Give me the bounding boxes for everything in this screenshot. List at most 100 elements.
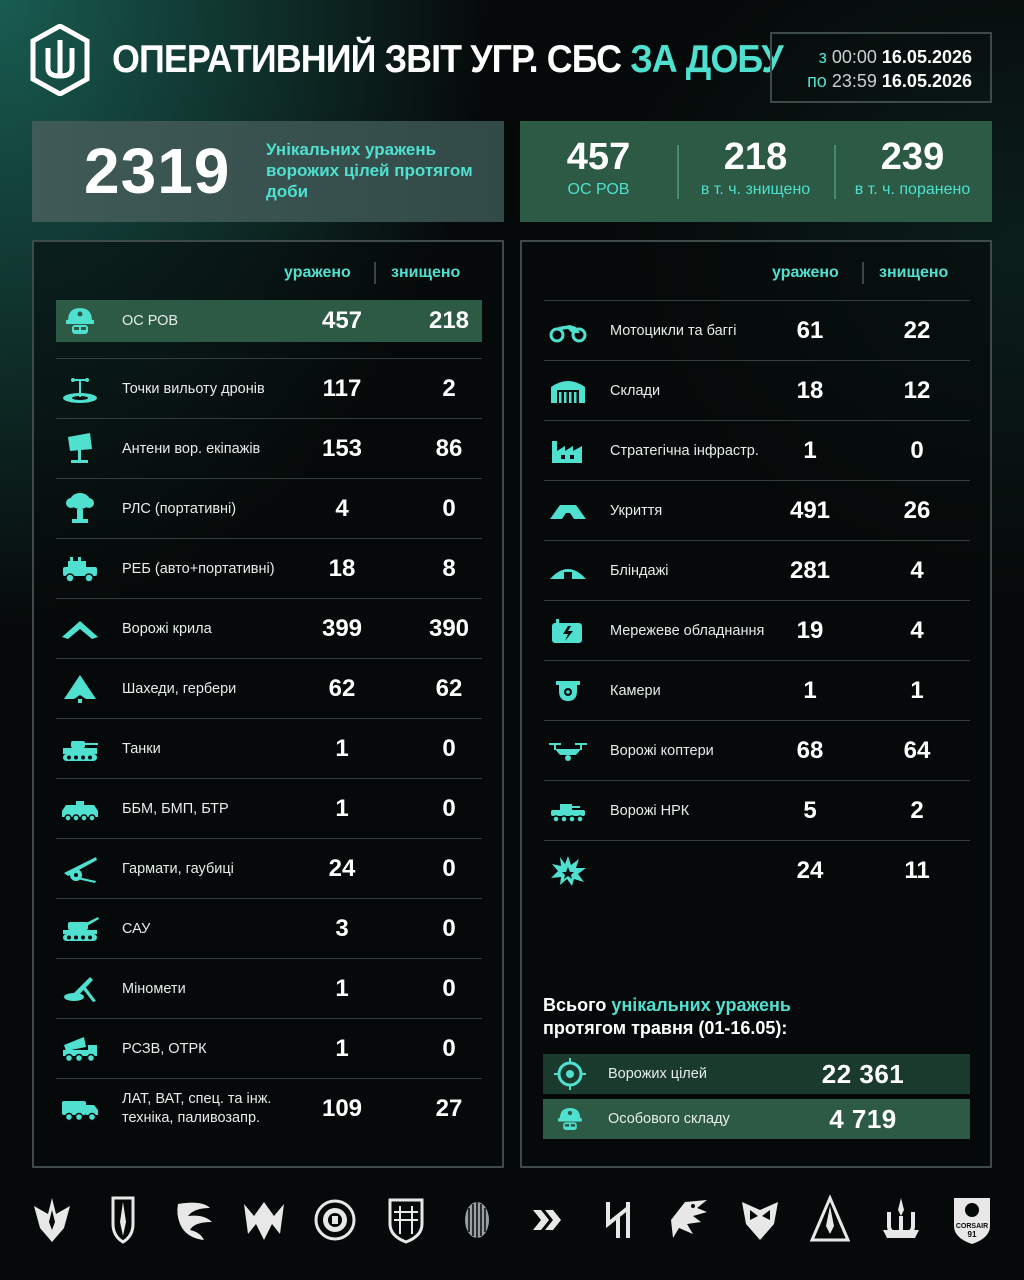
- report-title-accent: ЗА ДОБУ: [630, 38, 784, 81]
- trident-star-emblem-icon: [879, 1194, 923, 1246]
- row-label: Склади: [610, 382, 661, 399]
- row-destroyed-value: 62: [435, 675, 463, 702]
- row-label: Стратегічна інфрастр.: [610, 442, 759, 459]
- table-row: 24 11: [544, 840, 970, 900]
- divider: [374, 262, 376, 284]
- chevrons-emblem-icon: [525, 1194, 569, 1246]
- fixed-wing-drone-icon: [60, 611, 100, 647]
- table-row: Міномети 1 0: [56, 958, 482, 1018]
- row-hit-value: 281: [789, 557, 831, 584]
- table-row: ЛАТ, ВАТ, спец. та інж. техніка, паливоз…: [56, 1078, 482, 1138]
- soldier-helmet-icon: [60, 303, 100, 339]
- row-destroyed-value: 8: [442, 555, 456, 582]
- rune-emblem-icon: [596, 1194, 640, 1246]
- table-row: Ворожі коптери 68 64: [544, 720, 970, 780]
- row-destroyed-value: 0: [442, 975, 456, 1002]
- monthly-title: Всього унікальних уражень протягом травн…: [543, 995, 791, 1038]
- table-row: Укриття 491 26: [544, 480, 970, 540]
- row-hit-value: 1: [335, 735, 349, 762]
- table-row: Ворожі НРК 5 2: [544, 780, 970, 840]
- row-destroyed-value: 0: [442, 495, 456, 522]
- corsair-emblem-icon: CORSAIR 91: [950, 1194, 994, 1246]
- sword-shield-emblem-icon: [101, 1194, 145, 1246]
- row-hit-value: 24: [328, 855, 356, 882]
- monthly-row-personnel: Особового складу 4 719: [543, 1099, 970, 1139]
- row-hit-value: 1: [335, 975, 349, 1002]
- self-propelled-gun-icon: [60, 911, 100, 947]
- unit-emblems-footer: CORSAIR 91: [30, 1190, 994, 1250]
- row-label: РЕБ (авто+портативні): [122, 560, 275, 577]
- table-row: Ворожі крила 399 390: [56, 598, 482, 658]
- row-label: Мотоцикли та баггі: [610, 322, 737, 339]
- monthly-row-targets: Ворожих цілей 22 361: [543, 1054, 970, 1094]
- monthly-value: 4 719: [829, 1103, 897, 1134]
- row-hit-value: 5: [803, 797, 817, 824]
- row-destroyed-value: 390: [428, 615, 470, 642]
- row-destroyed-value: 86: [435, 435, 463, 462]
- personnel-killed: 218 в т. ч. знищено: [700, 136, 811, 198]
- row-hit-value: 1: [335, 1035, 349, 1062]
- tank-icon: [60, 731, 100, 767]
- row-label: Антени вор. екіпажів: [122, 440, 261, 457]
- truck-icon: [60, 1091, 100, 1127]
- table-row: Антени вор. екіпажів 153 86: [56, 418, 482, 478]
- left-stats-panel: уражено знищено ОС РОВ 457 218 Точки вил…: [32, 240, 504, 1168]
- row-label: Точки вильоту дронів: [122, 380, 265, 397]
- row-hit-value: 61: [796, 317, 824, 344]
- alien-head-emblem-icon: [455, 1194, 499, 1246]
- ground-robot-icon: [548, 793, 588, 829]
- row-destroyed-value: 4: [910, 557, 924, 584]
- row-hit-value: 399: [321, 615, 363, 642]
- row-hit-value: 18: [328, 555, 356, 582]
- column-destroyed-header: знищено: [391, 264, 461, 281]
- table-row: Мотоцикли та баггі 61 22: [544, 300, 970, 360]
- row-destroyed-value: 26: [903, 497, 931, 524]
- row-label: ЛАТ, ВАТ, спец. та інж. техніка, паливоз…: [122, 1091, 272, 1126]
- row-label: САУ: [122, 920, 151, 937]
- radar-icon: [60, 491, 100, 527]
- apc-icon: [60, 791, 100, 827]
- unique-hits-label: Унікальних уражень ворожих цілей протяго…: [266, 140, 473, 201]
- row-hit-value: 3: [335, 915, 349, 942]
- row-label: ББМ, БМП, БТР: [122, 800, 229, 817]
- row-destroyed-value: 218: [428, 307, 470, 334]
- period-to: по 23:59 16.05.2026: [807, 71, 972, 91]
- row-hit-value: 18: [796, 377, 824, 404]
- column-destroyed-header: знищено: [879, 264, 949, 281]
- divider: [862, 262, 864, 284]
- column-hit-header: уражено: [772, 264, 839, 281]
- owl-shield-emblem-icon: [738, 1194, 782, 1246]
- table-row: ОС РОВ 457 218: [56, 300, 482, 342]
- personnel-summary: 457 ОС РОВ 218 в т. ч. знищено 239 в т. …: [520, 121, 992, 222]
- row-destroyed-value: 0: [442, 1035, 456, 1062]
- row-hit-value: 1: [335, 795, 349, 822]
- row-hit-value: 109: [321, 1095, 363, 1122]
- shelter-icon: [548, 493, 588, 529]
- row-hit-value: 153: [321, 435, 363, 462]
- row-destroyed-value: 64: [903, 737, 931, 764]
- row-destroyed-value: 0: [442, 735, 456, 762]
- antenna-icon: [60, 431, 100, 467]
- network-equipment-icon: [548, 613, 588, 649]
- row-label: Укриття: [610, 502, 663, 519]
- shahed-drone-icon: [60, 671, 100, 707]
- row-destroyed-value: 0: [442, 915, 456, 942]
- table-row: Мережеве обладнання 19 4: [544, 600, 970, 660]
- row-destroyed-value: 11: [904, 857, 930, 884]
- eagle-m-emblem-icon: [242, 1194, 286, 1246]
- table-row: Бліндажі 281 4: [544, 540, 970, 600]
- unique-hits-summary: 2319 Унікальних уражень ворожих цілей пр…: [32, 121, 504, 222]
- table-row: Склади 18 12: [544, 360, 970, 420]
- row-destroyed-value: 27: [435, 1095, 463, 1122]
- row-label: [610, 841, 780, 901]
- table-row: Гармати, гаубиці 24 0: [56, 838, 482, 898]
- divider: [677, 145, 679, 199]
- dugout-icon: [548, 553, 588, 589]
- row-label: РСЗВ, ОТРК: [122, 1040, 207, 1057]
- table-row: ББМ, БМП, БТР 1 0: [56, 778, 482, 838]
- row-hit-value: 24: [796, 857, 824, 884]
- trident-wings-emblem-icon: [30, 1194, 74, 1246]
- personnel-wounded: 239 в т. ч. поранено: [854, 136, 971, 198]
- unique-hits-total: 2319: [84, 135, 231, 207]
- row-hit-value: 457: [321, 307, 363, 334]
